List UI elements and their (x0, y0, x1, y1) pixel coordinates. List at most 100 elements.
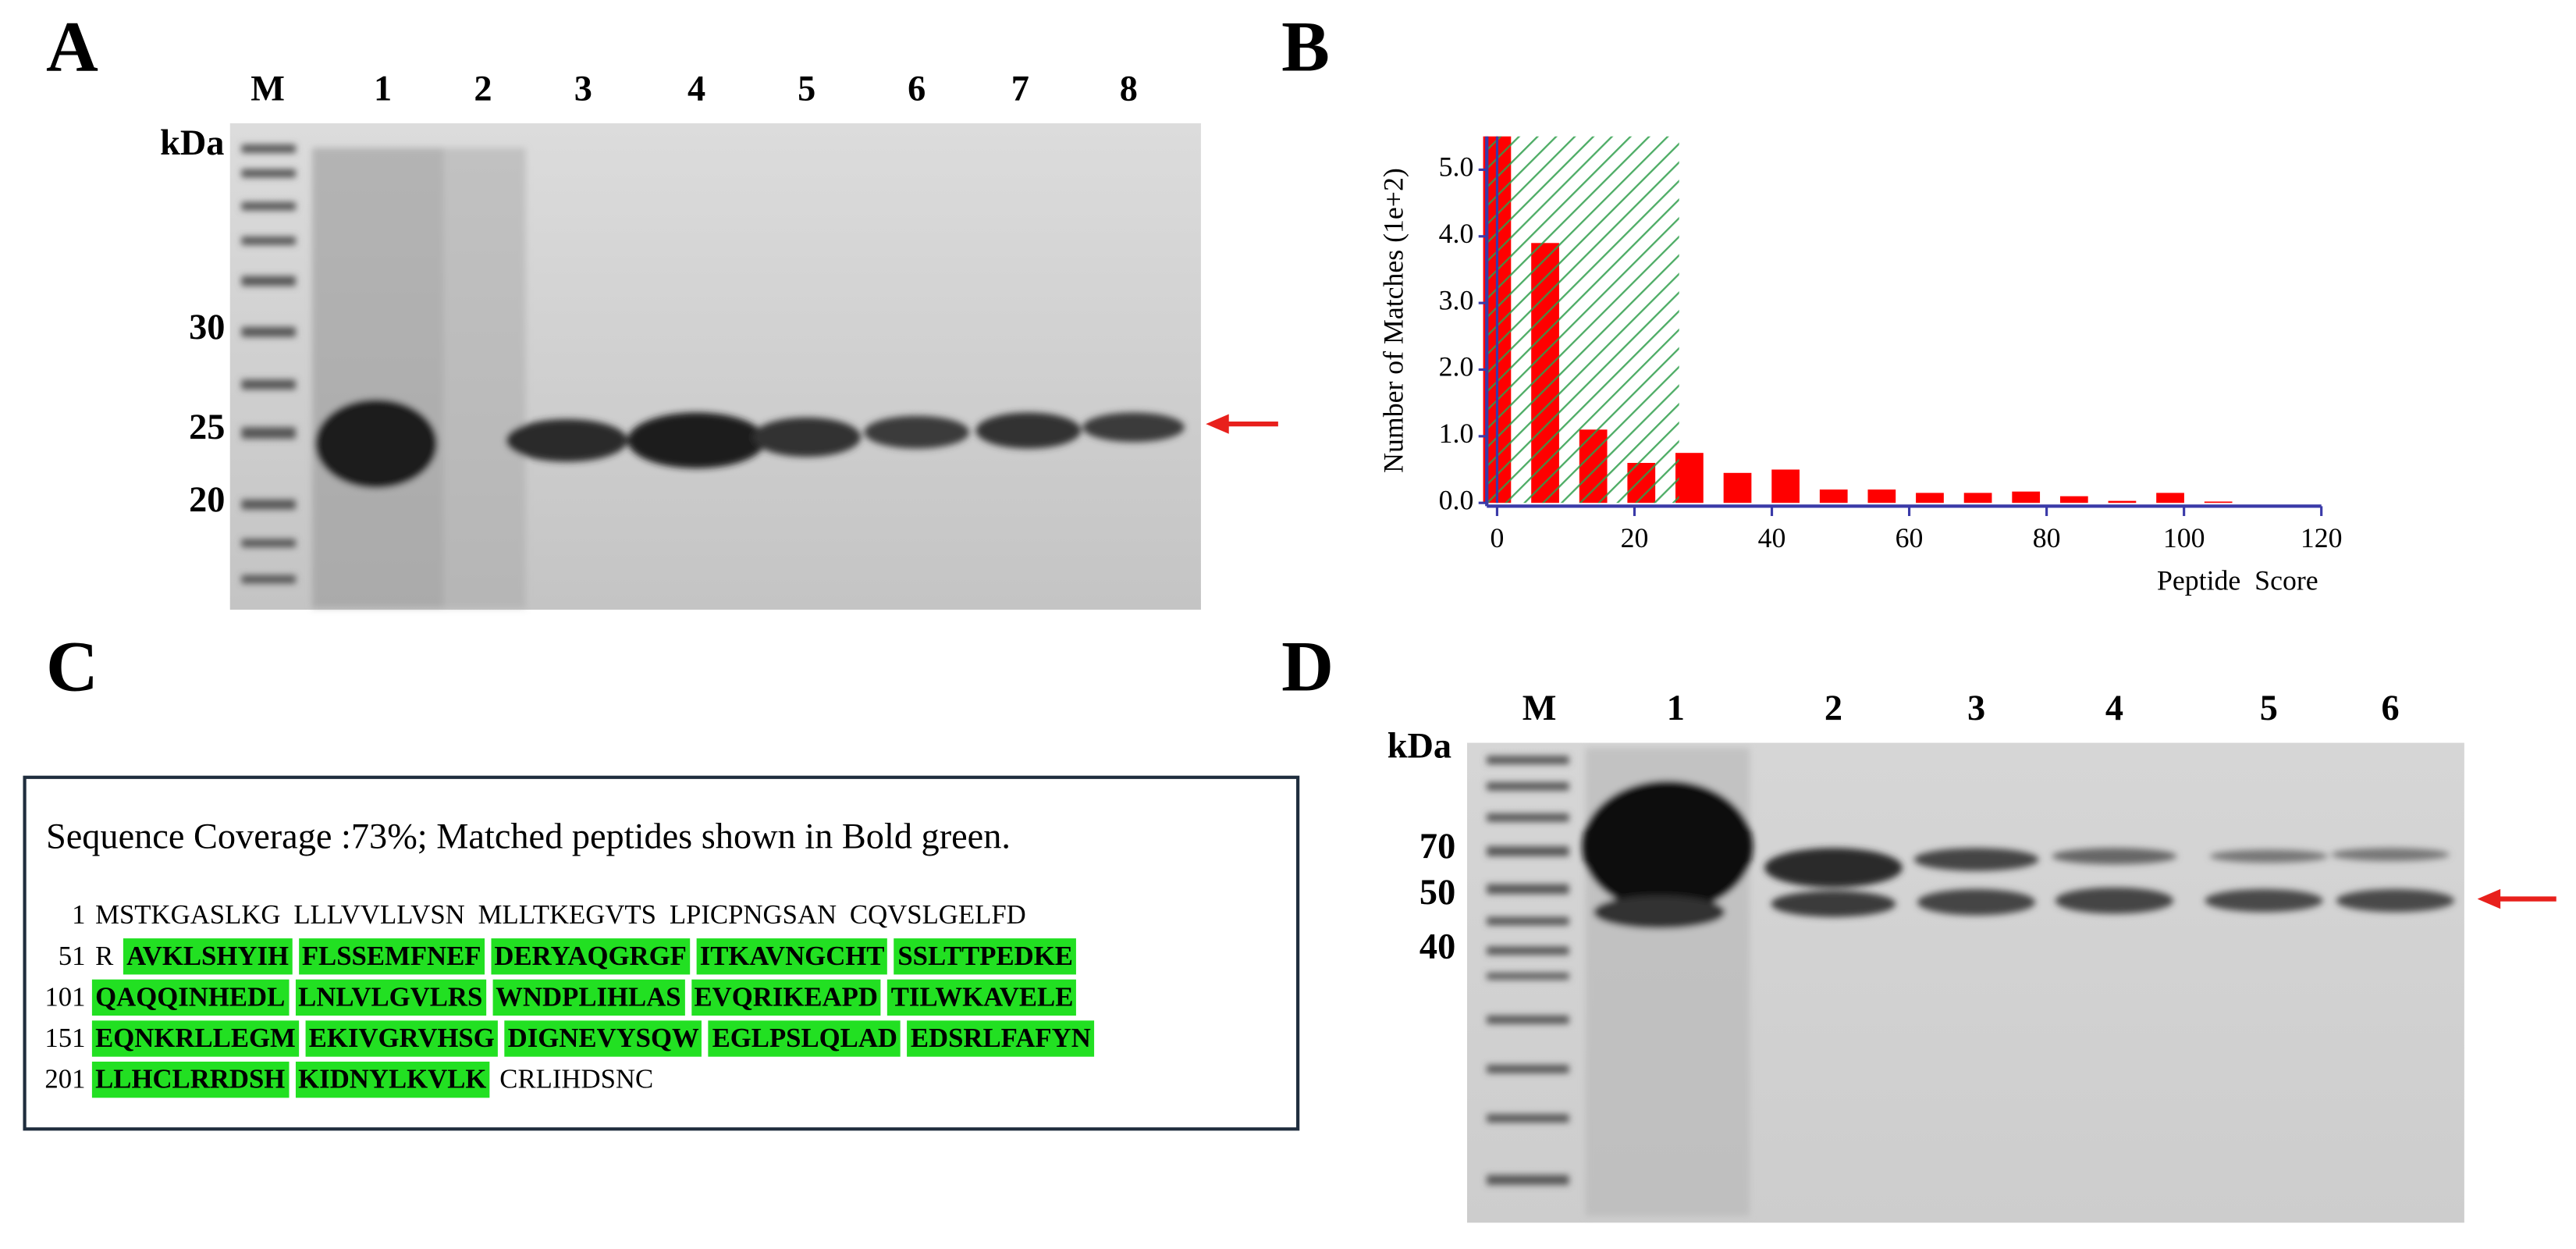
sequence-row: 151 EQNKRLLEGM EKIVGRVHSG DIGNEVYSQW EGLPSLQ… (27, 1017, 1101, 1059)
matched-peptide: WNDPLIHLAS (492, 978, 684, 1015)
sequence-row: 201 LLHCLRRDSH KIDNYLKVLK CRLIHDSNC (27, 1059, 1101, 1100)
shaded-region (1487, 136, 1679, 504)
bar (1675, 453, 1704, 504)
lane-label: 5 (2260, 689, 2278, 728)
y-tick-label: 3.0 (1439, 284, 1474, 315)
bar (1819, 489, 1848, 504)
bar (1963, 493, 1992, 504)
marker-label: 50 (1419, 873, 1455, 913)
matched-peptide: LNLVLGVLRS (294, 978, 486, 1015)
gel-bands (1487, 747, 2455, 1216)
y-tick-label: 0.0 (1439, 484, 1474, 515)
bar (2012, 491, 2041, 504)
matched-peptide: TILWKAVELE (887, 978, 1077, 1015)
lane-label: 1 (1667, 689, 1685, 728)
x-axis-label: Peptide Score (2157, 565, 2318, 596)
arrowhead (1206, 414, 1229, 434)
panel-letter: A (46, 7, 98, 87)
marker-label: 20 (189, 480, 225, 520)
lane-label: 8 (1120, 69, 1138, 109)
panel-letter: B (1281, 7, 1330, 87)
lane-label: 3 (574, 69, 592, 109)
lane-label: 5 (798, 69, 815, 109)
matched-peptide: FLSSEMFNEF (298, 938, 485, 974)
residue-number: 51 (58, 939, 86, 971)
caption: Sequence Coverage :73%; Matched peptides… (45, 815, 1011, 856)
matched-peptide: AVKLSHYIH (123, 938, 293, 974)
gel-bands (241, 144, 1185, 608)
matched-peptide: EDSRLFAFYN (907, 1019, 1095, 1056)
lane-label: 2 (1825, 689, 1842, 728)
panel-letter: D (1281, 626, 1334, 706)
matched-peptide: EGLPSLQLAD (709, 1019, 901, 1056)
sequence-segment: CQVSLGELFD (849, 898, 1026, 930)
unit-label: kDa (1387, 727, 1451, 767)
residue-number: 151 (44, 1021, 86, 1053)
x-tick-label: 80 (2033, 522, 2061, 553)
bar (1723, 472, 1752, 504)
x-tick-label: 40 (1758, 522, 1786, 553)
residue-number: 101 (44, 980, 86, 1012)
lane-label: 7 (1011, 69, 1029, 109)
bar (2204, 501, 2233, 504)
arrowhead (2477, 888, 2501, 909)
matched-peptide: QAQQINHEDL (91, 978, 289, 1015)
sequence-rows: 1 MSTKGASLKG LLLVVLLVSN MLLTKEGVTS LPICPNGSA… (27, 894, 1101, 1099)
lane-label: 4 (688, 69, 705, 109)
matched-peptide: DERYAQGRGF (491, 938, 691, 974)
lane-label: 3 (1967, 689, 1985, 728)
sequence-row: 1 MSTKGASLKG LLLVVLLVSN MLLTKEGVTS LPICPNGSA… (27, 894, 1101, 935)
histogram: 0.0 1.0 2.0 3.0 4.0 5.0 0 20 40 60 80 100 120 Peptide… (1378, 136, 2343, 596)
bar (1771, 469, 1800, 504)
matched-peptide: EVQRIKEAPD (691, 978, 882, 1015)
sequence-row: 51 R AVKLSHYIH FLSSEMFNEF DERYAQGRGF ITKAVNGC… (27, 935, 1101, 977)
lane-label: M (250, 69, 285, 109)
marker-label: 30 (189, 308, 225, 347)
y-tick-label: 5.0 (1439, 151, 1474, 183)
bar (1916, 493, 1944, 504)
y-tick-label: 4.0 (1439, 218, 1474, 249)
bar (2156, 493, 2184, 504)
sequence-segment: MLLTKEGVTS (478, 898, 656, 930)
lane-label: 1 (374, 69, 392, 109)
sequence-segment: R (95, 939, 114, 971)
x-tick-label: 20 (1621, 522, 1649, 553)
x-tick-label: 60 (1896, 522, 1924, 553)
x-tick-label: 0 (1490, 522, 1504, 553)
sequence-box: Sequence Coverage :73%; Matched peptides… (23, 775, 1300, 1131)
sequence-segment: CRLIHDSNC (499, 1062, 654, 1094)
matched-peptide: EKIVGRVHSG (305, 1019, 498, 1056)
y-tick-label: 2.0 (1439, 351, 1474, 383)
lane-label: 6 (2382, 689, 2400, 728)
lane-label: 2 (474, 69, 492, 109)
sequence-row: 101 QAQQINHEDL LNLVLGVLRS WNDPLIHLAS EVQRIKE… (27, 977, 1101, 1018)
matched-peptide: DIGNEVYSQW (504, 1019, 702, 1056)
marker-label: 40 (1419, 927, 1455, 966)
panel-letter: C (46, 626, 98, 706)
sequence-segment: LLLVVLLVSN (293, 898, 465, 930)
bar (2059, 496, 2088, 504)
sequence-segment: MSTKGASLKG (95, 898, 281, 930)
y-tick-label: 1.0 (1439, 418, 1474, 449)
marker-label: 70 (1419, 827, 1455, 866)
matched-peptide: EQNKRLLEGM (91, 1019, 300, 1056)
lane-label: 6 (908, 69, 926, 109)
matched-peptide: ITKAVNGCHT (696, 938, 888, 974)
marker-label: 25 (189, 407, 225, 447)
residue-number: 1 (72, 898, 86, 930)
unit-label: kDa (160, 123, 224, 163)
x-tick-label: 120 (2301, 522, 2343, 553)
residue-number: 201 (44, 1062, 86, 1094)
y-axis-label: Number of Matches (1e+2) (1378, 168, 1409, 473)
matched-peptide: SSLTTPEDKE (894, 938, 1077, 974)
bar (2108, 500, 2137, 504)
x-tick-label: 100 (2163, 522, 2205, 553)
bar (1867, 489, 1896, 504)
sequence-segment: LPICPNGSAN (669, 898, 837, 930)
matched-peptide: LLHCLRRDSH (91, 1060, 289, 1098)
matched-peptide: KIDNYLKVLK (294, 1060, 490, 1098)
lane-label: 4 (2105, 689, 2123, 728)
lane-label: M (1523, 689, 1557, 728)
